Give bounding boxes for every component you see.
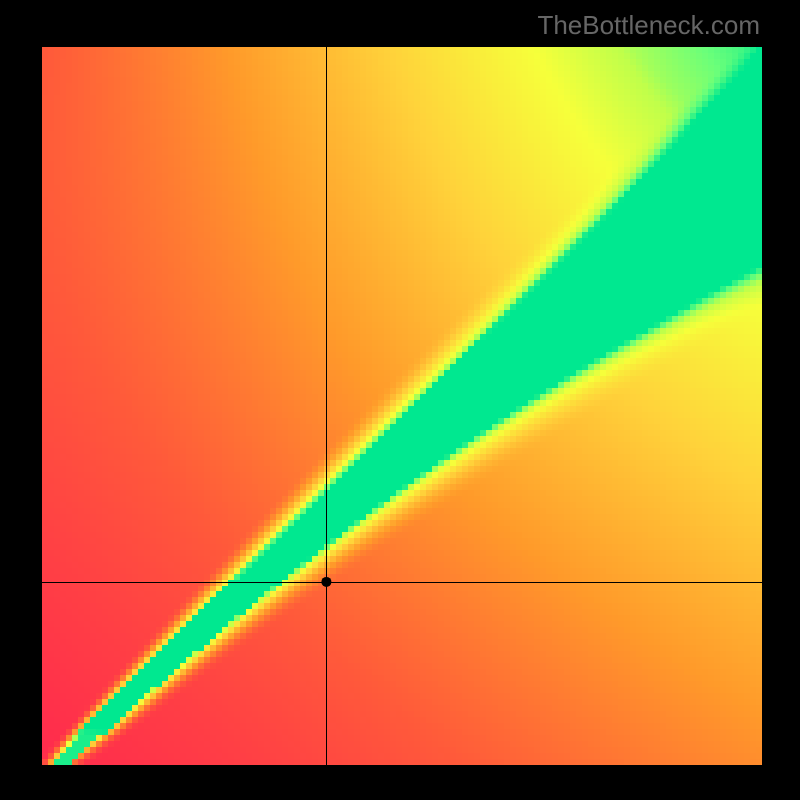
watermark-label: TheBottleneck.com (537, 10, 760, 41)
chart-container: TheBottleneck.com (0, 0, 800, 800)
heatmap-canvas (42, 47, 762, 765)
